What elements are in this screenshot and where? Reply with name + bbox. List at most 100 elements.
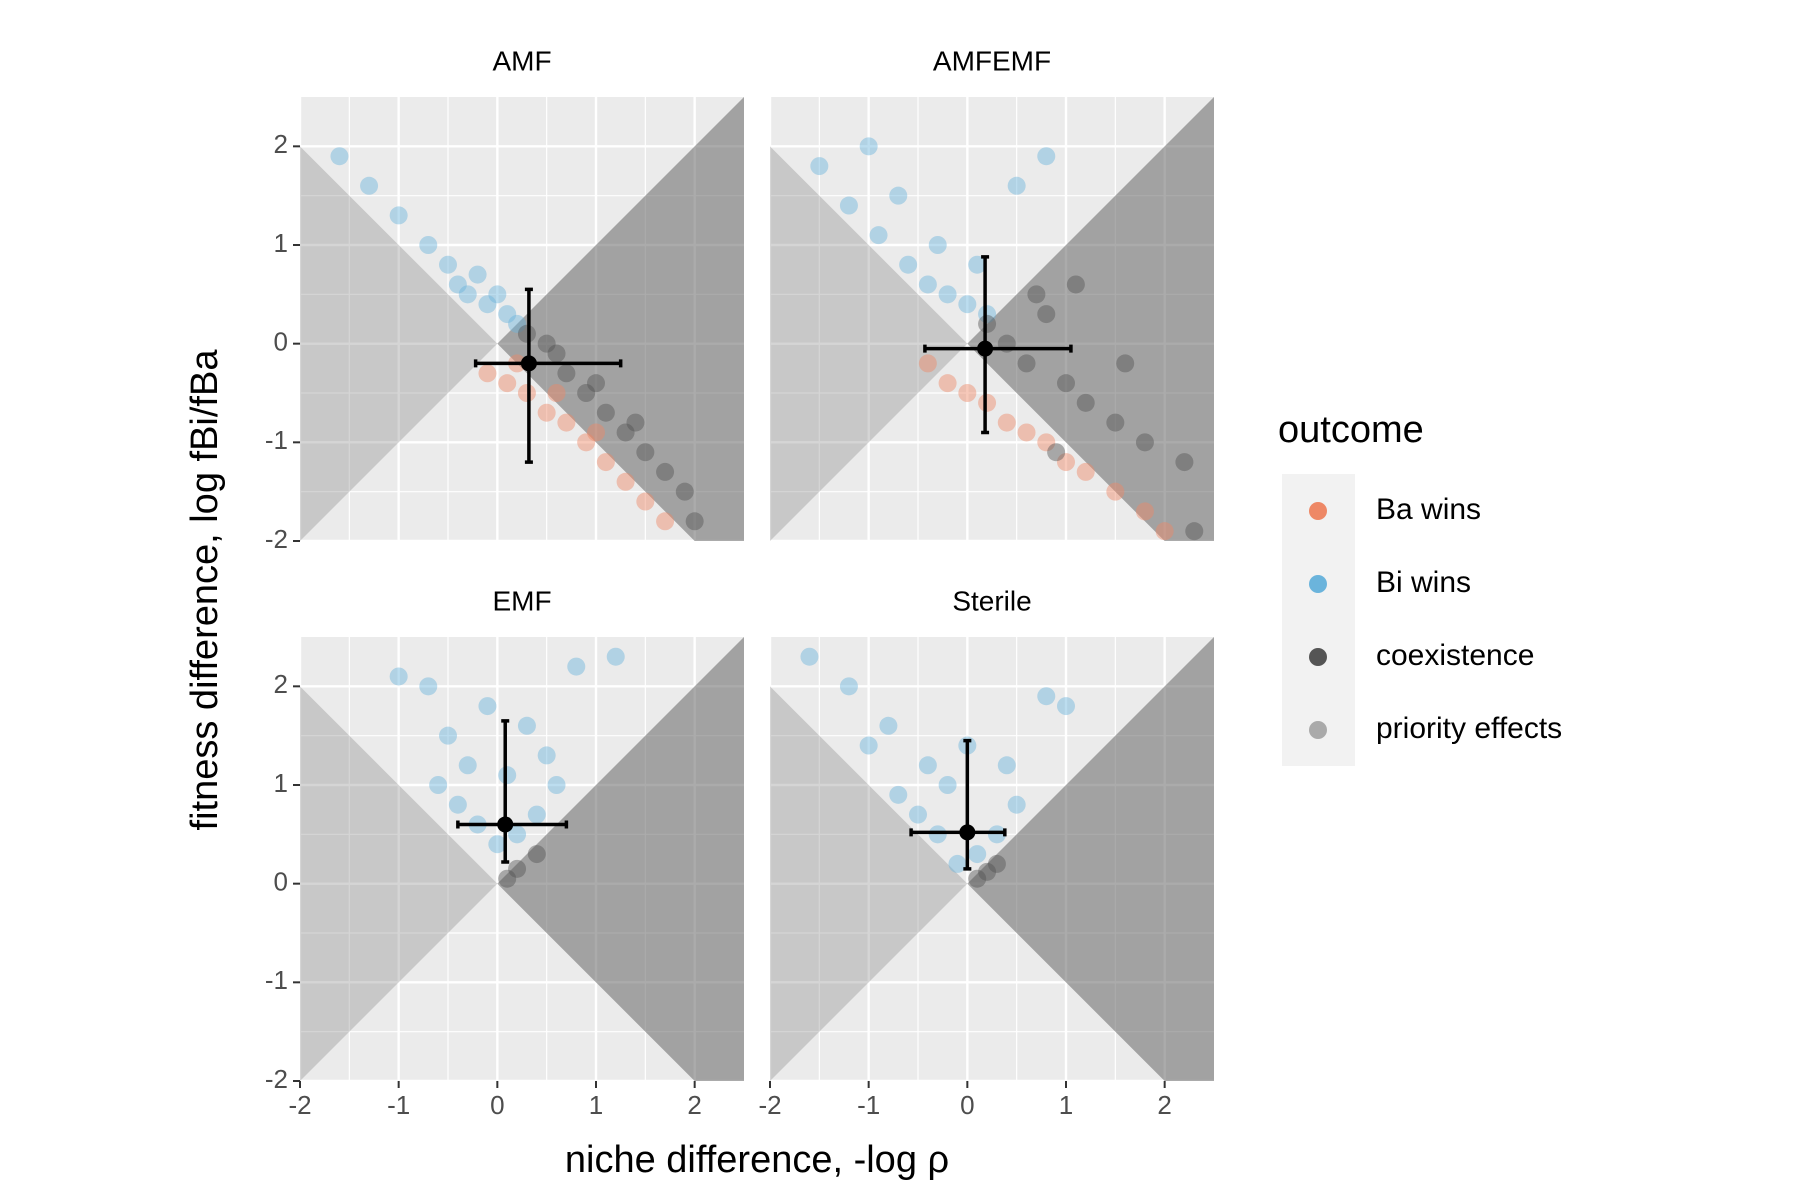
point	[1007, 176, 1026, 195]
point	[1106, 482, 1125, 501]
point	[978, 393, 997, 412]
point	[488, 285, 507, 304]
y-tick-label: -1	[265, 425, 288, 455]
point	[1155, 522, 1174, 541]
point	[517, 716, 536, 735]
x-tick-label: -2	[288, 1090, 311, 1120]
point	[978, 314, 997, 333]
point	[1057, 374, 1075, 393]
point	[567, 657, 586, 676]
point	[1027, 285, 1046, 304]
legend-key	[1309, 502, 1327, 520]
point	[537, 403, 556, 422]
legend-title: outcome	[1278, 409, 1424, 451]
point	[1007, 795, 1026, 814]
point	[839, 677, 858, 696]
point	[517, 384, 536, 402]
legend-label: priority effects	[1376, 712, 1562, 745]
legend-label: Ba wins	[1376, 493, 1481, 526]
point	[1106, 413, 1125, 432]
point	[997, 756, 1016, 775]
point	[918, 354, 937, 373]
point	[1066, 275, 1085, 294]
point	[928, 825, 947, 844]
point	[810, 157, 829, 176]
x-tick-label: 0	[960, 1090, 974, 1120]
y-tick-label: -2	[265, 524, 288, 554]
point	[478, 295, 497, 314]
point	[577, 433, 596, 452]
point	[439, 255, 457, 274]
point	[616, 423, 635, 442]
point	[517, 324, 536, 343]
y-tick-label: -2	[265, 1064, 288, 1094]
point	[968, 845, 987, 864]
facet-title: Sterile	[952, 585, 1031, 616]
point	[889, 785, 908, 804]
facet-title: EMF	[492, 585, 551, 616]
point	[498, 869, 517, 888]
point	[389, 206, 408, 225]
point	[948, 854, 967, 873]
point	[1017, 354, 1036, 373]
point	[458, 756, 477, 775]
x-tick-label: 1	[589, 1090, 603, 1120]
point	[1175, 453, 1194, 472]
point	[448, 275, 467, 294]
legend-key	[1309, 575, 1327, 593]
x-tick-label: 2	[1157, 1090, 1171, 1120]
y-tick-label: -1	[265, 965, 288, 995]
point	[389, 667, 408, 686]
point	[938, 374, 957, 393]
y-tick-label: 0	[274, 327, 288, 357]
point	[547, 344, 566, 363]
point	[1076, 462, 1095, 481]
point	[478, 697, 497, 716]
error-bar-x	[909, 828, 1007, 837]
point	[508, 314, 527, 333]
point	[1135, 502, 1154, 521]
coexistence-region	[967, 97, 1214, 541]
point	[448, 795, 467, 814]
priority-region	[770, 146, 968, 541]
point	[918, 756, 937, 775]
point	[508, 859, 527, 878]
coexistence-region	[497, 637, 744, 1081]
x-axis-label: niche difference, -log ρ	[565, 1139, 949, 1181]
point	[1037, 687, 1056, 706]
error-bar-x	[473, 359, 623, 368]
point	[587, 423, 605, 442]
point	[1116, 354, 1135, 373]
point	[606, 647, 625, 666]
point	[488, 835, 507, 854]
point	[587, 374, 605, 393]
x-tick-label: 2	[687, 1090, 701, 1120]
point	[675, 482, 694, 501]
point	[899, 255, 918, 274]
point	[968, 869, 987, 888]
error-bar-y	[524, 287, 533, 464]
y-tick-label: 2	[274, 669, 288, 699]
point	[1017, 423, 1036, 442]
legend-key-box	[1282, 474, 1355, 766]
point	[547, 384, 566, 402]
point	[656, 462, 675, 481]
mean-point	[977, 340, 994, 357]
x-tick-label: 0	[490, 1090, 504, 1120]
priority-region	[300, 146, 498, 541]
point	[889, 186, 908, 205]
point	[429, 776, 448, 794]
x-tick-label: 1	[1059, 1090, 1073, 1120]
facet-title: AMFEMF	[933, 45, 1051, 76]
x-tick-label: -1	[857, 1090, 880, 1120]
point	[978, 862, 997, 881]
point	[859, 137, 878, 156]
point	[360, 176, 379, 195]
y-tick-label: 2	[274, 129, 288, 159]
point	[596, 403, 615, 422]
point	[839, 196, 858, 215]
point	[419, 236, 438, 254]
point	[1185, 522, 1204, 541]
point	[596, 453, 615, 472]
